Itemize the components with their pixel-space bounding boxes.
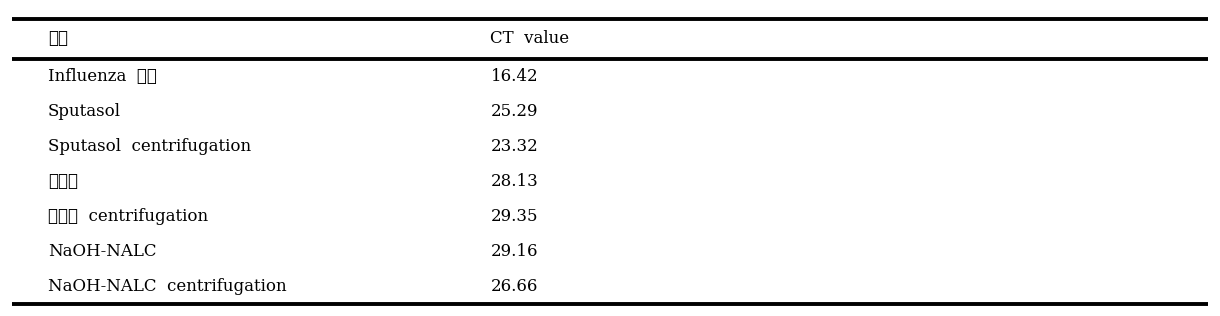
Text: Sputasol: Sputasol	[48, 103, 121, 120]
Text: CT  value: CT value	[490, 30, 570, 47]
Text: NaOH-NALC: NaOH-NALC	[48, 243, 156, 260]
Text: 조건: 조건	[48, 30, 68, 47]
Text: Sputasol  centrifugation: Sputasol centrifugation	[48, 138, 251, 155]
Text: 26.66: 26.66	[490, 277, 538, 295]
Text: Influenza  초기: Influenza 초기	[48, 68, 157, 85]
Text: 28.13: 28.13	[490, 173, 538, 190]
Text: NaOH-NALC  centrifugation: NaOH-NALC centrifugation	[48, 277, 287, 295]
Text: 진담산: 진담산	[48, 173, 78, 190]
Text: 16.42: 16.42	[490, 68, 538, 85]
Text: 29.16: 29.16	[490, 243, 538, 260]
Text: 23.32: 23.32	[490, 138, 538, 155]
Text: 29.35: 29.35	[490, 208, 538, 225]
Text: 진담산  centrifugation: 진담산 centrifugation	[48, 208, 209, 225]
Text: 25.29: 25.29	[490, 103, 538, 120]
